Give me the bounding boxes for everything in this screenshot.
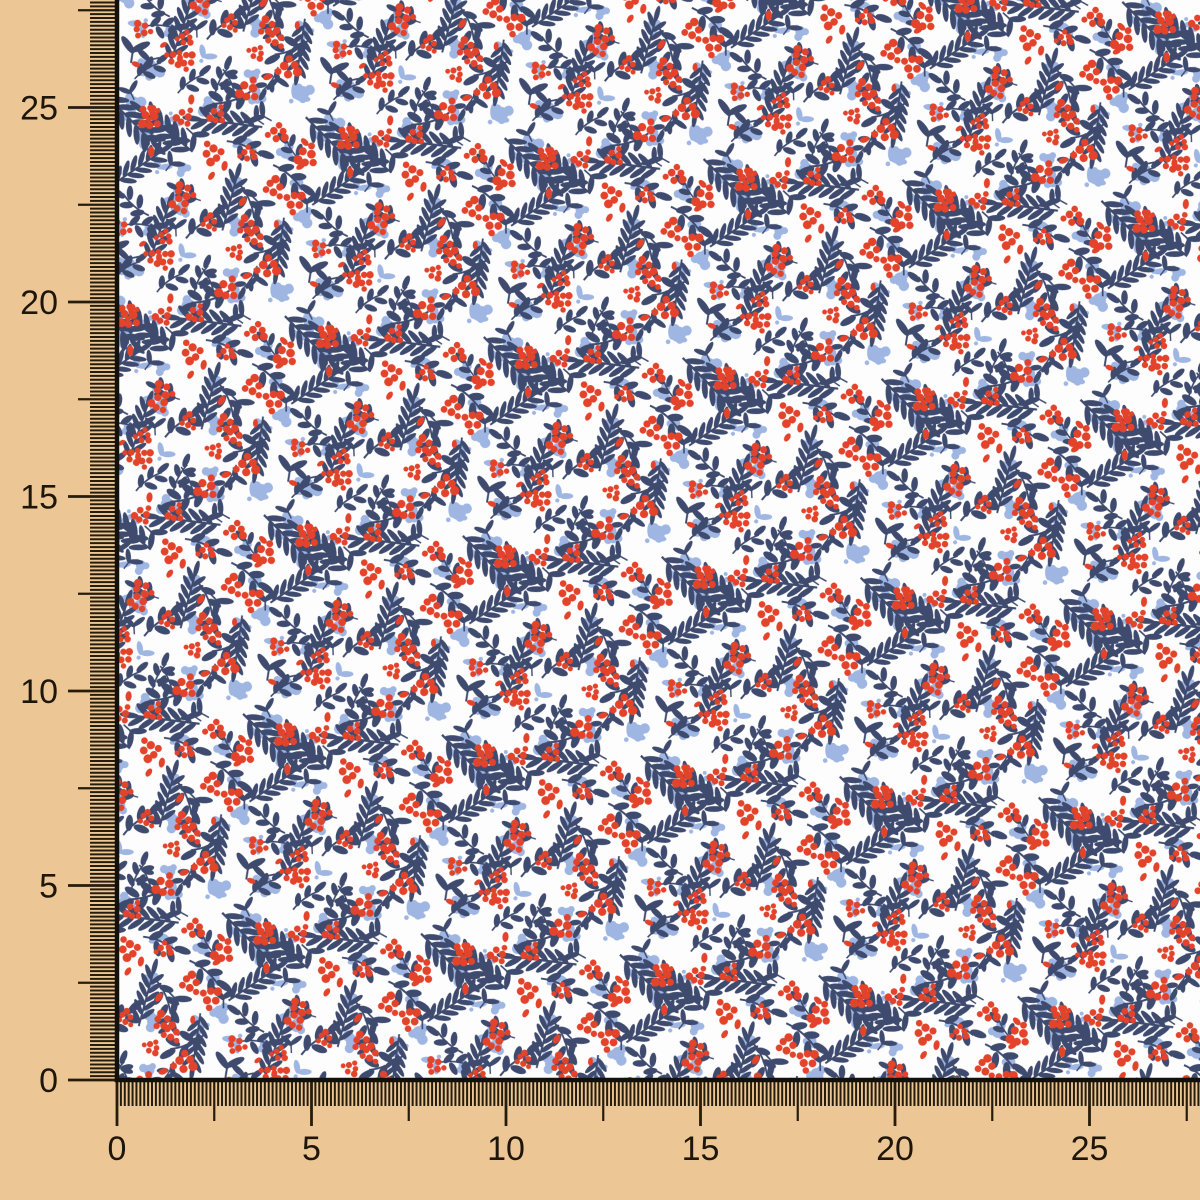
bottom-ruler-ticks	[115, 1081, 1200, 1126]
ruler-labels: 0 5 10 15 20 25 0 5 10 15 20 25	[20, 90, 1108, 1169]
left-ruler-label: 10	[20, 673, 58, 711]
left-ruler-label: 20	[20, 284, 58, 322]
bottom-ruler-label: 15	[682, 1130, 720, 1168]
swatch-edge-lines	[114, 0, 1200, 1083]
left-ruler-label: 15	[20, 479, 58, 517]
bottom-ruler-label: 20	[876, 1130, 914, 1168]
fabric-print	[117, 0, 1200, 1078]
fabric-swatch	[117, 0, 1200, 1078]
left-ruler-label: 25	[20, 90, 58, 128]
left-ruler-label: 5	[39, 868, 58, 906]
bottom-ruler-label: 25	[1071, 1130, 1109, 1168]
bottom-ruler-label: 5	[302, 1130, 321, 1168]
bottom-ruler-label: 0	[108, 1130, 127, 1168]
left-ruler-ticks	[68, 1, 115, 1082]
bottom-ruler-label: 10	[487, 1130, 525, 1168]
left-ruler-label: 0	[39, 1062, 58, 1100]
